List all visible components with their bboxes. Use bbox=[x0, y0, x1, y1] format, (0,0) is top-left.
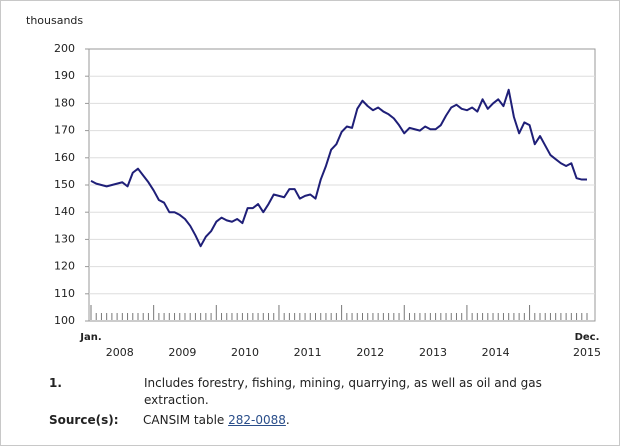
x-tick-label: Jan. bbox=[79, 332, 101, 343]
source-link[interactable]: 282-0088 bbox=[228, 413, 286, 427]
y-tick-label: 150 bbox=[54, 178, 75, 191]
source-label: Source(s): bbox=[49, 413, 119, 427]
year-label: 2011 bbox=[294, 346, 322, 359]
y-tick-label: 160 bbox=[54, 151, 75, 164]
y-tick-label: 130 bbox=[54, 232, 75, 245]
year-label: 2012 bbox=[356, 346, 384, 359]
series-line bbox=[90, 88, 587, 248]
y-tick-label: 110 bbox=[54, 287, 75, 300]
y-tick-label: 170 bbox=[54, 124, 75, 137]
year-label: 2013 bbox=[419, 346, 447, 359]
y-tick-label: 200 bbox=[54, 42, 75, 55]
y-axis-label: thousands bbox=[26, 14, 83, 27]
y-tick-label: 120 bbox=[54, 260, 75, 273]
source: CANSIM table 282-0088. bbox=[143, 412, 290, 429]
year-label: 2015 bbox=[573, 346, 601, 359]
year-label: 2009 bbox=[168, 346, 196, 359]
chart: thousands 100 110 120 130 140 150 160 170 180 190… bbox=[26, 14, 601, 359]
y-tick-label: 190 bbox=[54, 69, 75, 82]
y-tick-label: 100 bbox=[54, 314, 75, 327]
note-text: Includes forestry, fishing, mining, quar… bbox=[144, 376, 542, 407]
year-label: 2014 bbox=[482, 346, 510, 359]
source-text: CANSIM table bbox=[143, 413, 229, 427]
year-label: 2008 bbox=[106, 346, 134, 359]
source-end: . bbox=[285, 413, 290, 427]
year-label: 2010 bbox=[231, 346, 259, 359]
note-marker: 1. bbox=[49, 376, 62, 390]
y-tick-label: 140 bbox=[54, 205, 75, 218]
x-tick-label: Dec. bbox=[575, 332, 600, 343]
y-tick-label: 180 bbox=[54, 96, 75, 109]
